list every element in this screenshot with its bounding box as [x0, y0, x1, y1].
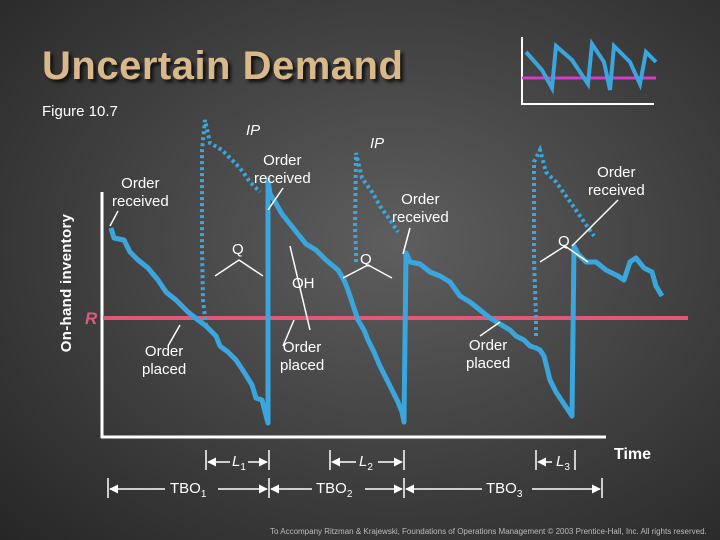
tbo-label-2: TBO2	[316, 480, 353, 500]
ip-label: IP	[370, 135, 385, 152]
order-received-label: Order received	[254, 152, 311, 187]
tbo-label-3: TBO3	[486, 480, 523, 500]
copyright-footer: To Accompany Ritzman & Krajewski, Founda…	[270, 527, 707, 536]
q-label: Q	[558, 233, 570, 250]
order-placed-label: Order placed	[142, 343, 187, 378]
lead-time-markers	[205, 450, 576, 470]
order-received-label: Order received	[112, 175, 169, 210]
tbo-markers	[107, 478, 603, 498]
tbo-label-1: TBO1	[170, 480, 207, 500]
lead-time-label-2: L2	[359, 453, 373, 473]
on-hand-inventory-line	[108, 177, 665, 426]
order-placed-label: Order placed	[280, 339, 325, 374]
order-received-label: Order received	[392, 191, 449, 226]
order-placed-label: Order placed	[466, 337, 511, 372]
label-pointer-lines	[109, 187, 619, 347]
figure-label: Figure 10.7	[42, 103, 118, 120]
q-label: Q	[360, 251, 372, 268]
lead-time-label-3: L3	[556, 453, 570, 473]
x-axis-label: Time	[614, 446, 652, 463]
reorder-point-label: R	[85, 309, 98, 328]
q-brackets	[214, 245, 589, 279]
order-received-label: Order received	[588, 164, 645, 199]
on-hand-label: OH	[292, 275, 315, 292]
lead-time-label-1: L1	[232, 453, 246, 473]
ip-label: IP	[246, 122, 261, 139]
q-label: Q	[232, 241, 244, 258]
sawtooth-thumbnail-icon	[521, 37, 658, 105]
slide-title: Uncertain Demand	[42, 44, 404, 88]
y-axis-label: On-hand inventory	[58, 213, 75, 353]
